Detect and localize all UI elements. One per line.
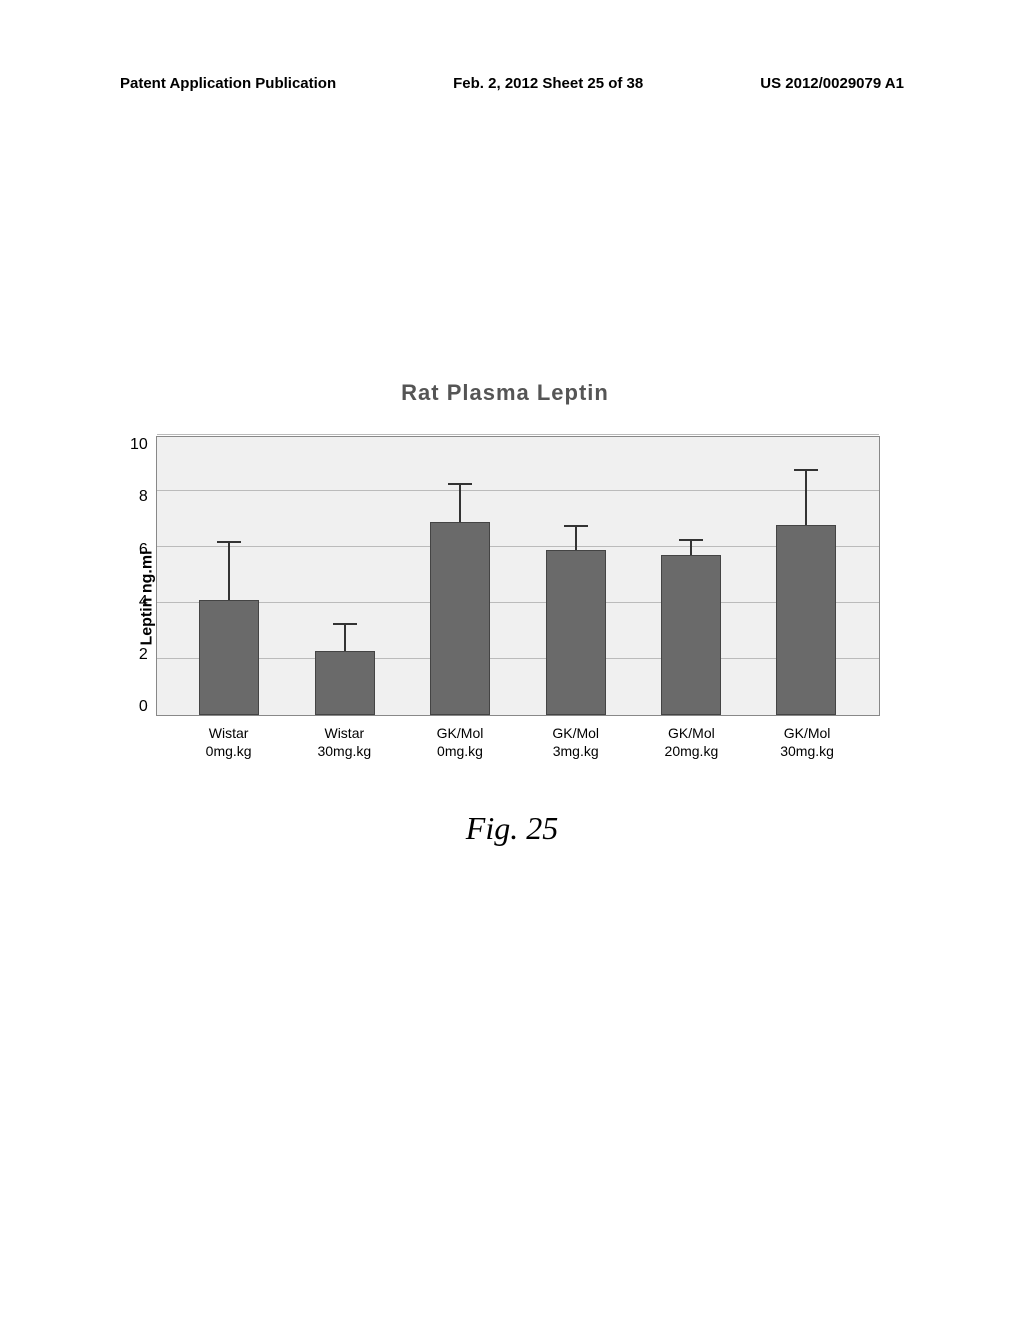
gridline (157, 434, 879, 435)
bar-group (305, 651, 385, 715)
bar-group (536, 550, 616, 715)
bars-container (157, 437, 879, 715)
header-center: Feb. 2, 2012 Sheet 25 of 38 (453, 75, 643, 92)
chart-container: Rat Plasma Leptin Leptin ng.ml 1086420 W… (130, 380, 880, 760)
chart-area: Leptin ng.ml 1086420 Wistar0mg.kgWistar3… (130, 436, 880, 760)
header-right: US 2012/0029079 A1 (760, 75, 904, 92)
bar-group (651, 555, 731, 715)
x-axis-labels: Wistar0mg.kg Wistar30mg.kg GK/Mol0mg.kg GK/… (156, 716, 880, 760)
error-bar (575, 525, 577, 550)
bar (661, 555, 721, 715)
x-tick-label: GK/Mol20mg.kg (651, 724, 731, 760)
bar-group (189, 600, 269, 715)
error-cap (679, 539, 703, 541)
plot-area (156, 436, 880, 716)
error-cap (217, 541, 241, 543)
x-tick-label: GK/Mol30mg.kg (767, 724, 847, 760)
plot-wrapper: Wistar0mg.kg Wistar30mg.kg GK/Mol0mg.kg GK/… (156, 436, 880, 760)
bar (546, 550, 606, 715)
y-tick-label: 8 (139, 488, 148, 506)
page-header: Patent Application Publication Feb. 2, 2… (0, 75, 1024, 92)
error-bar (805, 469, 807, 525)
x-tick-label: Wistar30mg.kg (304, 724, 384, 760)
bar (199, 600, 259, 715)
bar (776, 525, 836, 715)
error-cap (333, 623, 357, 625)
bar-group (420, 522, 500, 715)
y-axis-label: Leptin ng.ml (139, 551, 157, 646)
x-tick-label: Wistar0mg.kg (189, 724, 269, 760)
chart-title: Rat Plasma Leptin (130, 380, 880, 406)
error-bar (459, 483, 461, 522)
error-bar (344, 623, 346, 651)
error-bar (690, 539, 692, 556)
error-cap (448, 483, 472, 485)
y-tick-label: 2 (139, 646, 148, 664)
y-tick-label: 0 (139, 698, 148, 716)
error-cap (794, 469, 818, 471)
figure-label: Fig. 25 (0, 810, 1024, 847)
bar (430, 522, 490, 715)
x-tick-label: GK/Mol0mg.kg (420, 724, 500, 760)
x-tick-label: GK/Mol3mg.kg (536, 724, 616, 760)
error-bar (228, 541, 230, 600)
bar-group (766, 525, 846, 715)
y-tick-label: 10 (130, 436, 148, 454)
header-left: Patent Application Publication (120, 75, 336, 92)
error-cap (564, 525, 588, 527)
bar (315, 651, 375, 715)
